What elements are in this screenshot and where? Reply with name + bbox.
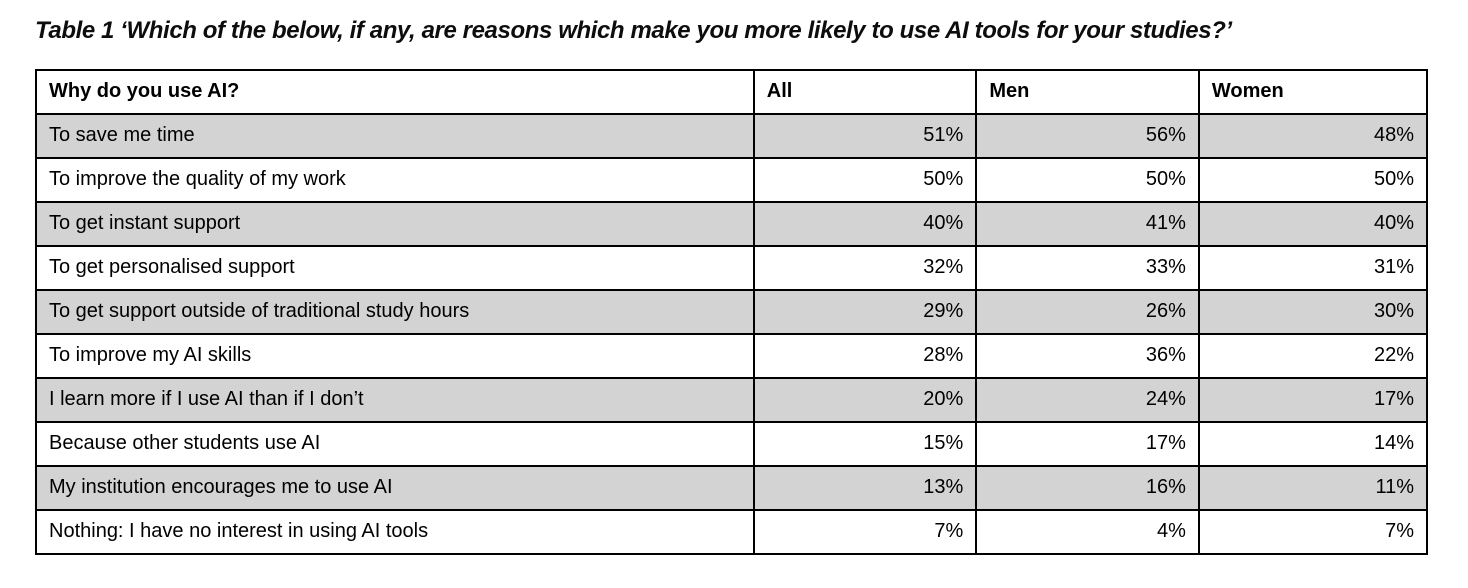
reason-label: Because other students use AI [35,421,755,467]
reason-label: To get support outside of traditional st… [35,289,755,335]
all-value: 50% [752,157,978,203]
reason-label: My institution encourages me to use AI [35,465,755,511]
women-value: 50% [1197,157,1429,203]
reason-label: Nothing: I have no interest in using AI … [35,509,755,555]
column-header-women: Women [1197,69,1429,115]
women-value: 17% [1197,377,1429,423]
men-value: 26% [975,289,1200,335]
all-value: 7% [752,509,978,555]
table-row: Nothing: I have no interest in using AI … [35,509,1429,555]
women-value: 40% [1197,201,1429,247]
table-row: My institution encourages me to use AI 1… [35,465,1429,511]
all-value: 40% [752,201,978,247]
column-header-question: Why do you use AI? [35,69,755,115]
women-value: 30% [1197,289,1429,335]
table-row: To get instant support 40% 41% 40% [35,201,1429,247]
document-page: Table 1 ‘Which of the below, if any, are… [35,17,1429,555]
men-value: 36% [975,333,1200,379]
all-value: 13% [752,465,978,511]
reasons-table: Why do you use AI? All Men Women To save… [35,69,1429,555]
all-value: 28% [752,333,978,379]
men-value: 56% [975,113,1200,159]
table-body: To save me time 51% 56% 48% To improve t… [35,113,1429,555]
column-header-men: Men [975,69,1200,115]
header-row: Why do you use AI? All Men Women [35,69,1429,115]
table-row: To improve my AI skills 28% 36% 22% [35,333,1429,379]
reason-label: To get instant support [35,201,755,247]
women-value: 11% [1197,465,1429,511]
reason-label: To improve my AI skills [35,333,755,379]
reason-label: To get personalised support [35,245,755,291]
reason-label: To improve the quality of my work [35,157,755,203]
column-header-all: All [752,69,978,115]
women-value: 7% [1197,509,1429,555]
all-value: 29% [752,289,978,335]
men-value: 4% [975,509,1200,555]
women-value: 48% [1197,113,1429,159]
men-value: 16% [975,465,1200,511]
all-value: 15% [752,421,978,467]
reason-label: I learn more if I use AI than if I don’t [35,377,755,423]
table-row: To get personalised support 32% 33% 31% [35,245,1429,291]
all-value: 20% [752,377,978,423]
all-value: 51% [752,113,978,159]
men-value: 24% [975,377,1200,423]
men-value: 17% [975,421,1200,467]
table-row: To get support outside of traditional st… [35,289,1429,335]
men-value: 33% [975,245,1200,291]
men-value: 41% [975,201,1200,247]
table-row: To save me time 51% 56% 48% [35,113,1429,159]
table-caption: Table 1 ‘Which of the below, if any, are… [35,17,1232,44]
table-row: Because other students use AI 15% 17% 14… [35,421,1429,467]
table-row: I learn more if I use AI than if I don’t… [35,377,1429,423]
women-value: 31% [1197,245,1429,291]
table-row: To improve the quality of my work 50% 50… [35,157,1429,203]
reason-label: To save me time [35,113,755,159]
men-value: 50% [975,157,1200,203]
women-value: 14% [1197,421,1429,467]
all-value: 32% [752,245,978,291]
women-value: 22% [1197,333,1429,379]
table-header: Why do you use AI? All Men Women [35,69,1429,115]
